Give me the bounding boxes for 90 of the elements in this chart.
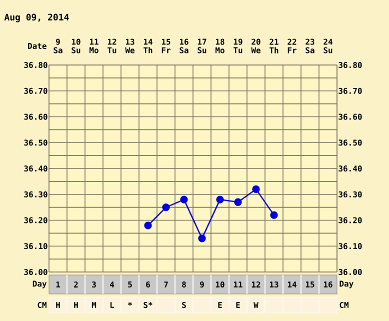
x2-tick-label: 22 — [288, 38, 296, 45]
y2-tick-label: 36.70 — [24, 88, 48, 94]
x2-axis-title: Date — [28, 43, 46, 49]
text: Sa — [54, 47, 62, 54]
y-tick-label: 36.00 — [338, 268, 362, 276]
y-tick-label: 36.20 — [338, 217, 362, 224]
x-tick-label: 8 — [182, 281, 186, 288]
text: W — [254, 302, 258, 308]
point — [180, 196, 188, 204]
x2-tick-label: 21 — [270, 38, 278, 45]
point — [234, 198, 242, 206]
x2-tick-label: 9 — [56, 38, 60, 45]
text: CM — [340, 302, 348, 308]
y-tick-label: 36.40 — [338, 165, 362, 172]
x-tick-label: 12 — [252, 282, 260, 288]
x2-tick-label: 20 — [252, 38, 260, 45]
text: Su — [324, 47, 332, 54]
point — [252, 185, 260, 194]
text: Mo — [216, 47, 224, 54]
text: H — [56, 302, 60, 308]
x-tick-label: 15 — [306, 282, 314, 288]
text: Day — [340, 280, 354, 288]
x2-tick-label: 14 — [144, 38, 152, 45]
text: S* — [144, 302, 152, 308]
text: Th — [270, 47, 278, 54]
text: S — [182, 302, 186, 308]
text: Fr — [162, 47, 170, 54]
x2-tick-label: 18 — [216, 38, 224, 45]
y2-tick-label: 36.80 — [24, 62, 48, 68]
y-tick-label: 36.10 — [338, 243, 362, 250]
text: We — [125, 47, 134, 54]
x2-tick-label: 10 — [72, 38, 80, 45]
x2-tick-label: 11 — [90, 38, 98, 45]
y-tick-label: 36.30 — [338, 191, 362, 198]
x2-tick-label: 17 — [198, 38, 206, 45]
x2-tick-label: 16 — [180, 38, 188, 45]
x2-tick-label: 19 — [234, 38, 242, 45]
y2-tick-label: 36.20 — [24, 217, 48, 224]
text: We — [251, 47, 260, 54]
y-tick-label: 36.60 — [338, 114, 362, 120]
point — [198, 234, 206, 242]
x2-tick-label: 12 — [108, 38, 116, 45]
x-tick-label: 14 — [288, 282, 296, 288]
x-tick-label: 2 — [74, 282, 78, 288]
x-tick-label: 13 — [270, 281, 278, 288]
y-tick-label: 36.80 — [338, 62, 362, 68]
x-axis-title: Day — [32, 280, 47, 288]
y2-tick-label: 36.00 — [24, 268, 48, 276]
text: Th — [144, 47, 152, 54]
x-tick-label: 16 — [324, 281, 332, 288]
x-tick-label: 10 — [216, 281, 224, 288]
text: Tu — [234, 47, 242, 54]
x-tick-label: 4 — [110, 282, 114, 288]
x2-tick-label: 24 — [324, 38, 332, 45]
y-tick-label: 36.50 — [338, 140, 362, 146]
x2-tick-label: 15 — [162, 38, 170, 45]
x2-tick-label: 13 — [126, 38, 134, 45]
x-tick-label: 9 — [200, 281, 204, 288]
text: Mo — [90, 47, 98, 54]
text: Fr — [288, 47, 296, 54]
text: Su — [198, 47, 206, 54]
text: H — [74, 302, 78, 308]
x-tick-label: 1 — [56, 282, 60, 288]
point — [270, 211, 278, 219]
text: E — [218, 302, 222, 308]
point — [216, 196, 224, 204]
x-tick-label: 3 — [92, 281, 96, 288]
y2-tick-label: 36.60 — [24, 114, 48, 120]
x-tick-label: 5 — [128, 282, 132, 288]
x2-tick-label: 23 — [306, 38, 314, 45]
text: E — [236, 302, 240, 308]
point — [144, 222, 152, 230]
x-tick-label: 11 — [234, 282, 242, 288]
text: Sa — [306, 47, 314, 54]
text: CM — [38, 302, 46, 308]
chart-title: Aug 09, 2014 — [4, 14, 69, 22]
y2-tick-label: 36.10 — [24, 243, 48, 250]
point — [162, 203, 170, 212]
text: Su — [72, 47, 80, 54]
x-tick-label: 6 — [146, 281, 150, 288]
x-tick-label: 7 — [164, 282, 168, 288]
text: Tu — [108, 47, 116, 54]
text: * — [128, 302, 132, 306]
y-tick-label: 36.70 — [338, 88, 362, 94]
y2-tick-label: 36.40 — [24, 165, 48, 172]
text: L — [110, 302, 114, 308]
y2-tick-label: 36.30 — [24, 191, 48, 198]
text: Sa — [180, 47, 188, 54]
y2-tick-label: 36.50 — [24, 140, 48, 146]
text: M — [92, 302, 96, 308]
